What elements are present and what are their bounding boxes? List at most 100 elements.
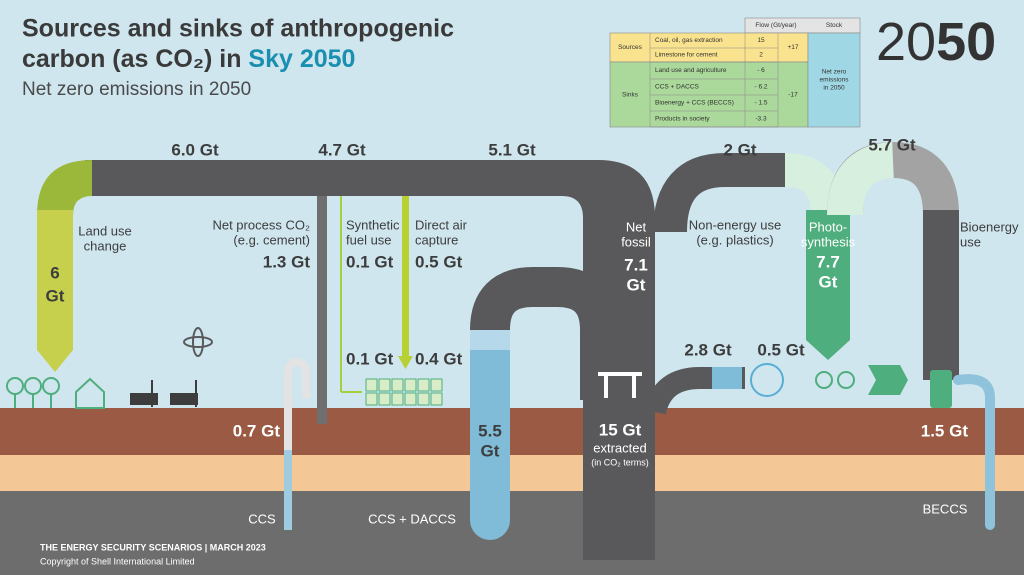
node-label: Non-energy use: [689, 217, 782, 232]
table-item: CCS + DACCS: [655, 84, 700, 91]
amount: 1.3 Gt: [263, 252, 311, 271]
node-label: Bioenergy: [960, 219, 1019, 234]
table-item: Bioenergy + CCS (BECCS): [655, 100, 734, 107]
dac-unit: [378, 392, 391, 406]
land-use-bend: [37, 160, 92, 215]
dac-unit: [417, 378, 430, 392]
table-item: Products in society: [655, 116, 710, 123]
atom-icon: [192, 327, 204, 357]
table-item: Land use and agriculture: [655, 67, 727, 74]
store-label: CCS: [248, 511, 276, 526]
node-label: Net process CO₂: [212, 217, 310, 232]
leaf-icon: [837, 371, 855, 389]
subsoil: [0, 455, 1024, 492]
amount: Gt: [46, 286, 65, 305]
table-value: 2: [759, 52, 763, 59]
amount: 7.1: [624, 255, 648, 274]
bioenergy-arch-light: [827, 142, 895, 216]
table-total: +17: [787, 44, 798, 51]
recycle-icon: [750, 363, 784, 397]
title-text: carbon (as CO₂) in: [22, 45, 248, 73]
dac-unit: [365, 378, 378, 392]
biomass-arrow: [868, 365, 908, 395]
table-stock: Net zero: [822, 69, 847, 76]
table-value: - 6: [757, 67, 765, 74]
flow-label: 5.1 Gt: [488, 140, 536, 159]
dac-unit: [430, 378, 443, 392]
amount: Gt: [819, 272, 838, 291]
dac-unit: [404, 378, 417, 392]
solar-icon: [170, 393, 198, 405]
table-value: 15: [757, 37, 765, 44]
dac-unit: [378, 378, 391, 392]
table-value: - 6.2: [754, 84, 767, 91]
leaf-icon: [815, 371, 833, 389]
subtitle: Net zero emissions in 2050: [22, 79, 251, 100]
atom-icon: [183, 336, 213, 348]
platform-icon: [632, 376, 636, 398]
table-header: Flow (Gt/year): [755, 22, 796, 29]
amount: 0.5 Gt: [757, 340, 805, 359]
pipe-end: [470, 500, 510, 540]
pump-icon: [930, 370, 952, 408]
note: (in CO₂ terms): [591, 457, 649, 467]
dac-unit: [417, 392, 430, 406]
node-label: Net: [626, 219, 647, 234]
two-gt-pipe: [653, 153, 785, 233]
table-stock: in 2050: [823, 85, 845, 92]
dac-unit: [391, 378, 404, 392]
table-value: - 1.5: [754, 100, 767, 107]
label-layer: 6.0 Gt 4.7 Gt 5.1 Gt 2 Gt 5.7 Gt Land usechan…: [40, 22, 1019, 566]
amount: Gt: [627, 275, 646, 294]
table-stock: [807, 32, 861, 128]
store-label: BECCS: [923, 501, 968, 516]
land-use-arrow: [37, 350, 73, 372]
table-item: Coal, oil, gas extraction: [655, 37, 723, 44]
node-label: Synthetic: [346, 217, 400, 232]
solar-icon: [130, 393, 158, 405]
non-energy-pipe: [644, 367, 745, 415]
bioenergy-pipe: [923, 210, 959, 380]
node-label: synthesis: [801, 234, 856, 249]
title-line: Sources and sinks of anthropogenic: [22, 15, 454, 43]
logo-light: 20: [876, 12, 936, 72]
process-pipe: [317, 196, 327, 424]
amount: 7.7: [816, 252, 840, 271]
flow-label: 2 Gt: [723, 140, 756, 159]
house-icon: [75, 377, 105, 409]
amount: 0.7 Gt: [233, 421, 281, 440]
bedrock: [0, 491, 1024, 575]
footer: THE ENERGY SECURITY SCENARIOS | MARCH 20…: [40, 542, 266, 552]
dac-unit: [430, 392, 443, 406]
dac-unit: [391, 392, 404, 406]
node-label: (e.g. plastics): [696, 232, 773, 247]
land-use-pipe: [37, 210, 73, 350]
node-label: Photo-: [809, 219, 847, 234]
amount: 15 Gt: [599, 420, 642, 439]
footer: Copyright of Shell International Limited: [40, 556, 195, 566]
flow-label: 4.7 Gt: [318, 140, 366, 159]
amount: 2.8 Gt: [684, 340, 732, 359]
photosynthesis-pipe: [806, 210, 850, 340]
platform-icon: [604, 376, 608, 398]
dac-unit: [404, 392, 417, 406]
store-label: CCS + DACCS: [368, 511, 456, 526]
amount: 1.5 Gt: [921, 421, 969, 440]
node-label: use: [960, 234, 981, 249]
node-label: fuel use: [346, 232, 392, 247]
soil: [0, 408, 1024, 456]
table-group: Sources: [618, 44, 643, 51]
table-total: -17: [788, 92, 798, 99]
node-label: capture: [415, 232, 458, 247]
amount: 0.1 Gt: [346, 252, 394, 271]
dac-unit: [365, 392, 378, 406]
node-label: extracted: [593, 440, 646, 455]
node-label: Land use: [78, 223, 132, 238]
table-value: -3.3: [755, 116, 767, 123]
flow-label: 6.0 Gt: [171, 140, 219, 159]
table-sinks: [609, 61, 809, 128]
amount: 0.5 Gt: [415, 252, 463, 271]
node-label: fossil: [621, 234, 651, 249]
